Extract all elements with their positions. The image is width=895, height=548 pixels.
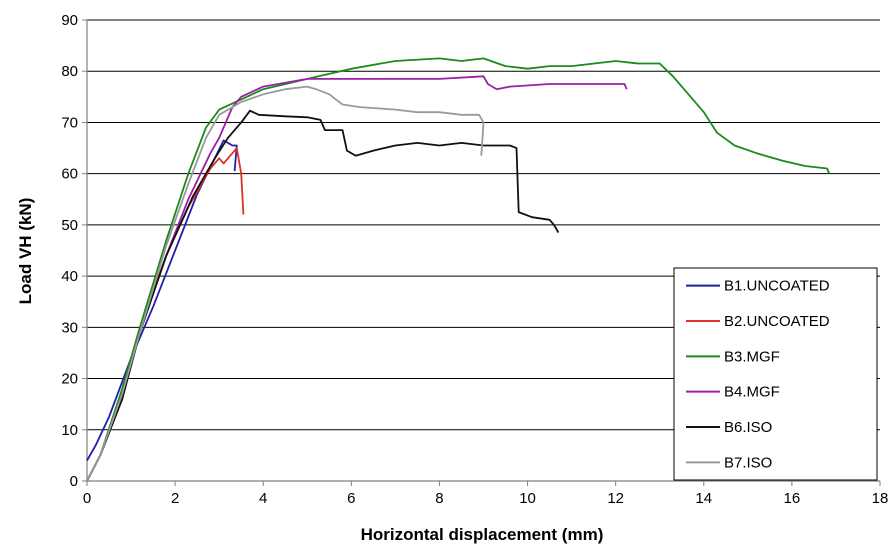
series-line-b1-uncoated [86,139,238,461]
series-lines [86,57,831,482]
x-tick-label: 14 [695,490,712,507]
legend-label: B7.ISO [724,454,772,471]
series-line-b4-mgf [86,75,628,482]
y-tick-label: 70 [61,114,78,131]
series-line-b3-mgf [86,57,831,482]
legend-label: B2.UNCOATED [724,313,830,330]
legend: B1.UNCOATED B2.UNCOATED B3.MGF B4.MGF B6.ISO… [673,267,878,481]
y-axis-label: Load VH (kN) [16,198,35,305]
legend-label: B1.UNCOATED [724,278,830,295]
tick-labels: 0 10 20 30 40 50 60 70 80 90 0 2 4 6 8 10 12 14 16 18 [61,12,888,507]
legend-label: B4.MGF [724,384,780,401]
x-tick-label: 0 [83,490,91,507]
y-tick-label: 80 [61,63,78,80]
legend-box [673,267,878,481]
legend-label: B6.ISO [724,419,772,436]
x-tick-label: 2 [171,490,179,507]
y-tick-label: 20 [61,371,78,388]
x-tick-label: 4 [259,490,267,507]
x-tick-label: 8 [435,490,443,507]
x-tick-label: 12 [607,490,624,507]
gridlines [87,19,880,431]
y-tick-label: 10 [61,422,78,439]
series-line-b6-iso [86,109,560,482]
x-tick-label: 6 [347,490,355,507]
axes [82,19,881,486]
x-tick-label: 10 [519,490,536,507]
y-tick-label: 40 [61,268,78,285]
x-axis-label: Horizontal displacement (mm) [361,525,604,544]
y-tick-label: 50 [61,217,78,234]
y-tick-label: 60 [61,166,78,183]
x-tick-label: 16 [784,490,801,507]
y-tick-label: 30 [61,319,78,336]
y-tick-label: 90 [61,12,78,29]
x-tick-label: 18 [872,490,889,507]
y-tick-label: 0 [70,473,78,490]
legend-label: B3.MGF [724,348,780,365]
series-line-b7-iso [86,85,485,482]
